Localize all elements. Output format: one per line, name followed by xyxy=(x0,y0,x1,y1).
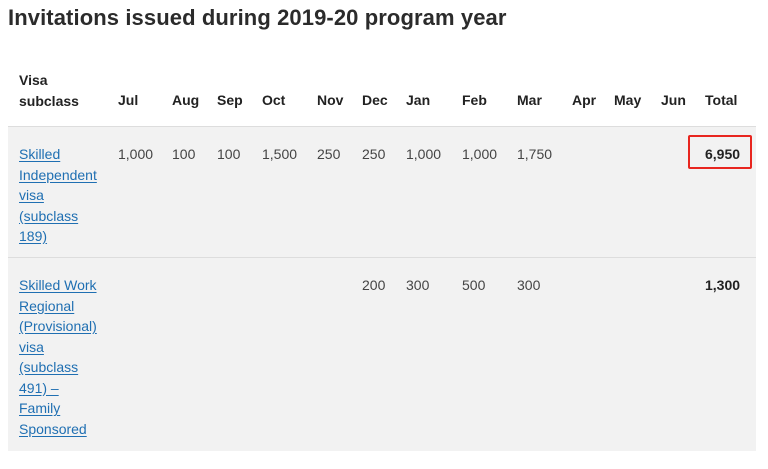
visa-link-line[interactable]: 189) xyxy=(19,228,48,244)
table-header-row: Visa subclass Jul Aug Sep Oct Nov Dec Ja… xyxy=(8,62,756,126)
header-dec: Dec xyxy=(362,92,388,108)
header-visa-line1: Visa xyxy=(19,72,48,88)
visa-link-line[interactable]: (subclass xyxy=(19,207,79,224)
visa-link-line[interactable]: Family xyxy=(19,400,61,416)
visa-link-line[interactable]: Skilled xyxy=(19,146,61,162)
cell-dec: 250 xyxy=(362,146,386,162)
visa-link-subclass-189[interactable]: Skilled Independent visa (subclass 189) xyxy=(19,144,105,247)
header-mar: Mar xyxy=(517,92,542,108)
header-feb: Feb xyxy=(462,92,487,108)
cell-total: 1,300 xyxy=(705,277,741,293)
cell-mar: 1,750 xyxy=(517,146,553,162)
visa-link-line[interactable]: (Provisional) xyxy=(19,318,97,334)
header-nov: Nov xyxy=(317,92,344,108)
cell-jan: 1,000 xyxy=(406,146,442,162)
visa-link-line[interactable]: Regional xyxy=(19,297,75,314)
visa-link-line[interactable]: 491) – xyxy=(19,379,59,396)
table-row: Skilled Work Regional (Provisional) visa… xyxy=(8,257,756,451)
visa-link-line[interactable]: visa xyxy=(19,338,44,355)
header-sep: Sep xyxy=(217,92,243,108)
header-visa-subclass: Visa subclass xyxy=(19,70,79,111)
cell-oct: 1,500 xyxy=(262,146,298,162)
header-oct: Oct xyxy=(262,92,286,108)
visa-link-subclass-491-family[interactable]: Skilled Work Regional (Provisional) visa… xyxy=(19,275,105,439)
header-jan: Jan xyxy=(406,92,431,108)
visa-link-line[interactable]: Independent xyxy=(19,166,97,183)
cell-sep: 100 xyxy=(217,146,241,162)
visa-link-line[interactable]: Skilled Work xyxy=(19,277,97,293)
header-aug: Aug xyxy=(172,92,200,108)
header-visa-line2: subclass xyxy=(19,92,79,109)
header-apr: Apr xyxy=(572,92,597,108)
visa-link-line[interactable]: Sponsored xyxy=(19,420,87,437)
visa-link-line[interactable]: (subclass xyxy=(19,359,79,375)
cell-feb: 1,000 xyxy=(462,146,498,162)
cell-feb: 500 xyxy=(462,277,486,293)
table-row: Skilled Independent visa (subclass 189) … xyxy=(8,126,756,257)
cell-dec: 200 xyxy=(362,277,386,293)
header-jun: Jun xyxy=(661,92,686,108)
cell-total: 6,950 xyxy=(705,146,741,162)
cell-aug: 100 xyxy=(172,146,196,162)
cell-nov: 250 xyxy=(317,146,341,162)
header-total: Total xyxy=(705,92,738,108)
total-highlight-box xyxy=(688,135,752,169)
cell-mar: 300 xyxy=(517,277,541,293)
visa-link-line[interactable]: visa xyxy=(19,187,44,203)
page-title: Invitations issued during 2019-20 progra… xyxy=(8,5,507,30)
invitations-table: Visa subclass Jul Aug Sep Oct Nov Dec Ja… xyxy=(8,62,756,451)
header-may: May xyxy=(614,92,642,108)
header-jul: Jul xyxy=(118,92,139,108)
cell-jul: 1,000 xyxy=(118,146,154,162)
cell-jan: 300 xyxy=(406,277,430,293)
